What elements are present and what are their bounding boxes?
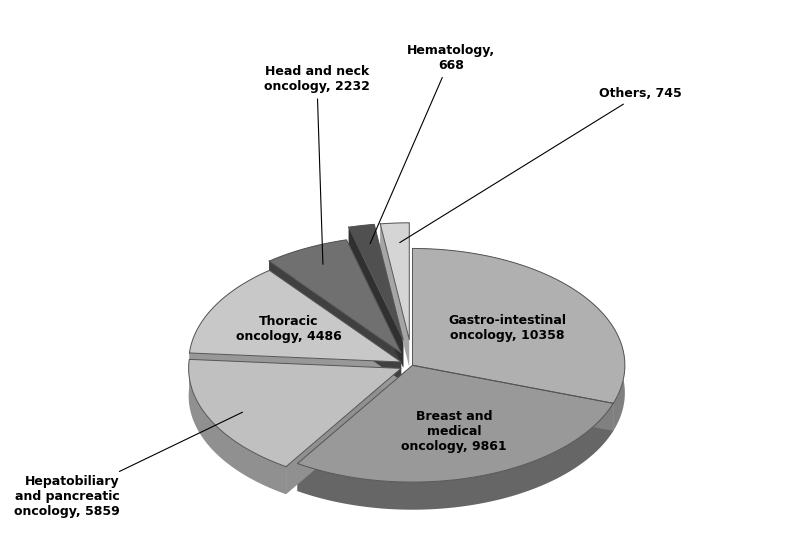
Text: Hematology,
668: Hematology, 668: [370, 44, 494, 244]
Polygon shape: [298, 403, 614, 510]
Polygon shape: [413, 249, 625, 431]
Polygon shape: [189, 359, 401, 466]
Text: Others, 745: Others, 745: [400, 87, 682, 243]
Polygon shape: [413, 365, 614, 431]
Polygon shape: [298, 365, 413, 491]
Polygon shape: [190, 271, 270, 381]
Polygon shape: [190, 271, 402, 362]
Polygon shape: [189, 359, 286, 494]
Polygon shape: [380, 223, 410, 340]
Polygon shape: [346, 240, 401, 381]
Polygon shape: [190, 353, 402, 389]
Polygon shape: [349, 227, 403, 368]
Text: Gastro-intestinal
oncology, 10358: Gastro-intestinal oncology, 10358: [449, 314, 566, 342]
Text: Thoracic
oncology, 4486: Thoracic oncology, 4486: [236, 315, 342, 343]
Polygon shape: [190, 359, 401, 396]
Polygon shape: [380, 223, 410, 251]
Polygon shape: [270, 261, 401, 381]
Polygon shape: [349, 224, 374, 255]
Polygon shape: [413, 365, 614, 431]
Polygon shape: [270, 271, 402, 389]
Polygon shape: [298, 365, 614, 482]
Text: Hepatobiliary
and pancreatic
oncology, 5859: Hepatobiliary and pancreatic oncology, 5…: [14, 412, 242, 519]
Polygon shape: [349, 224, 403, 340]
Text: Head and neck
oncology, 2232: Head and neck oncology, 2232: [264, 65, 370, 265]
Text: Breast and
medical
oncology, 9861: Breast and medical oncology, 9861: [402, 410, 507, 453]
Polygon shape: [270, 240, 346, 289]
Polygon shape: [380, 224, 410, 367]
Polygon shape: [286, 368, 401, 494]
Polygon shape: [270, 240, 401, 353]
Polygon shape: [374, 224, 403, 368]
Polygon shape: [413, 249, 625, 403]
